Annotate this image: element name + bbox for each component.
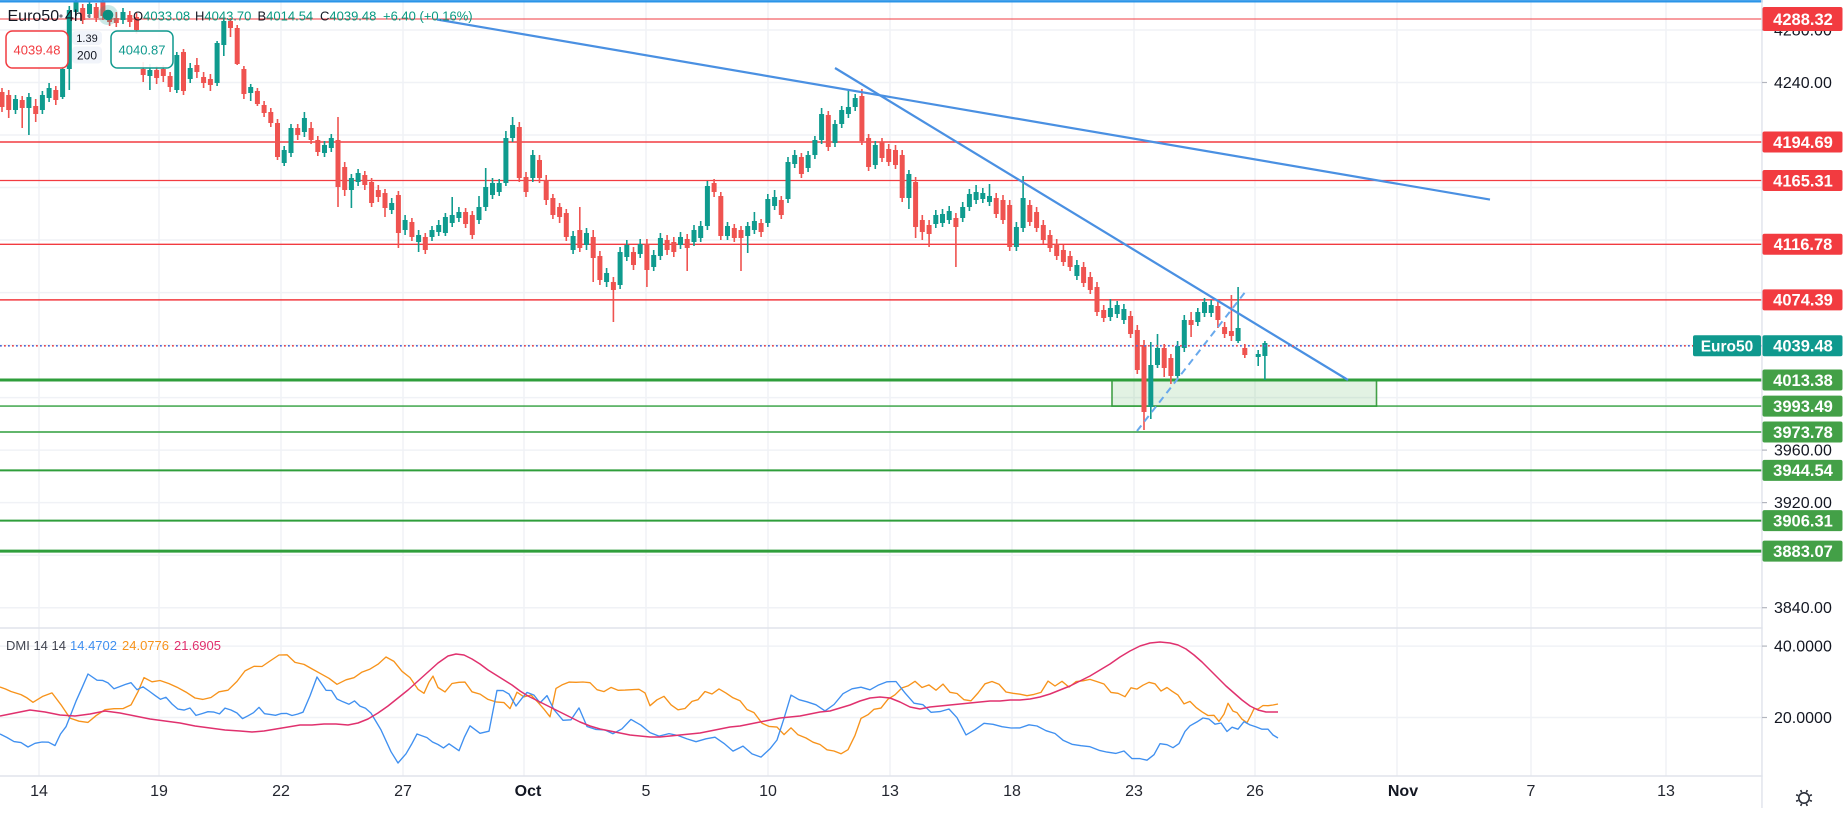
- svg-text:23: 23: [1125, 783, 1143, 800]
- svg-text:3920.00: 3920.00: [1774, 495, 1832, 512]
- svg-text:4194.69: 4194.69: [1773, 134, 1833, 152]
- svg-text:O4033.08: O4033.08: [133, 9, 190, 24]
- svg-text:4013.38: 4013.38: [1773, 372, 1833, 390]
- svg-text:3993.49: 3993.49: [1773, 398, 1833, 416]
- svg-text:Euro50: Euro50: [8, 8, 60, 25]
- svg-text:200: 200: [77, 49, 97, 63]
- svg-text:5: 5: [642, 783, 651, 800]
- svg-text:14: 14: [30, 783, 48, 800]
- svg-text:Oct: Oct: [515, 783, 542, 800]
- svg-text:20.0000: 20.0000: [1774, 710, 1832, 727]
- svg-text:4288.32: 4288.32: [1773, 11, 1833, 29]
- svg-text:10: 10: [759, 783, 777, 800]
- svg-text:40.0000: 40.0000: [1774, 639, 1832, 656]
- svg-text:Euro50: Euro50: [1701, 338, 1754, 355]
- svg-text:7: 7: [1527, 783, 1536, 800]
- svg-text:4039.48: 4039.48: [1773, 338, 1833, 356]
- svg-text:4h: 4h: [65, 8, 83, 25]
- svg-text:4116.78: 4116.78: [1774, 236, 1833, 254]
- svg-text:+6.40 (+0.16%): +6.40 (+0.16%): [383, 9, 473, 24]
- svg-text:4039.48: 4039.48: [14, 43, 61, 58]
- svg-text:21.6905: 21.6905: [174, 638, 221, 653]
- svg-text:13: 13: [1657, 783, 1675, 800]
- svg-text:3960.00: 3960.00: [1774, 443, 1832, 460]
- svg-text:4240.00: 4240.00: [1774, 75, 1832, 92]
- svg-text:22: 22: [272, 783, 290, 800]
- svg-text:13: 13: [881, 783, 899, 800]
- svg-text:24.0776: 24.0776: [122, 638, 169, 653]
- svg-text:3840.00: 3840.00: [1774, 600, 1832, 617]
- svg-text:19: 19: [150, 783, 168, 800]
- svg-text:3906.31: 3906.31: [1773, 512, 1833, 530]
- svg-text:4165.31: 4165.31: [1773, 172, 1833, 190]
- svg-text:DMI 14 14: DMI 14 14: [6, 638, 66, 653]
- svg-text:3883.07: 3883.07: [1773, 543, 1833, 561]
- svg-text:Nov: Nov: [1388, 783, 1418, 800]
- svg-text:14.4702: 14.4702: [70, 638, 117, 653]
- svg-text:4074.39: 4074.39: [1773, 292, 1833, 310]
- svg-text:B4014.54: B4014.54: [258, 9, 314, 24]
- svg-text:18: 18: [1003, 783, 1021, 800]
- svg-text:1.39: 1.39: [76, 33, 97, 45]
- svg-text:3973.78: 3973.78: [1773, 424, 1833, 442]
- svg-text:27: 27: [394, 783, 412, 800]
- svg-text:4040.87: 4040.87: [119, 43, 166, 58]
- svg-text:26: 26: [1246, 783, 1264, 800]
- svg-text:3944.54: 3944.54: [1773, 462, 1833, 480]
- svg-text:C4039.48: C4039.48: [320, 9, 376, 24]
- svg-text:H4043.70: H4043.70: [195, 9, 251, 24]
